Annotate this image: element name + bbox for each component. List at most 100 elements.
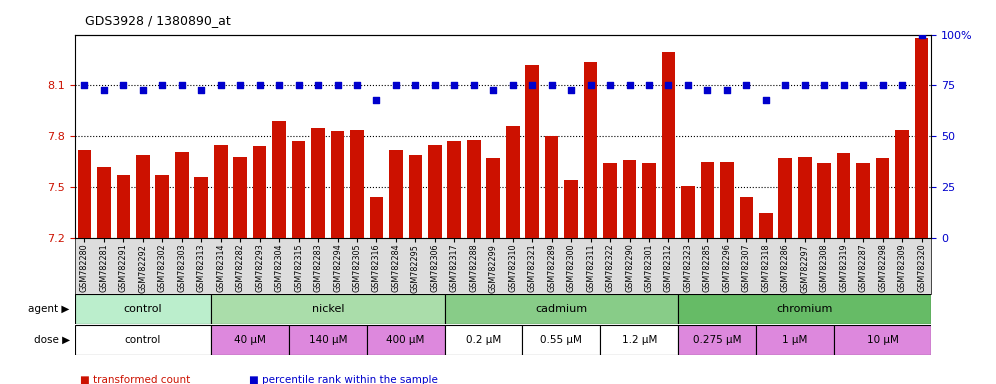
- Bar: [506, 126, 520, 238]
- Bar: [565, 180, 578, 238]
- Bar: [681, 185, 695, 238]
- Bar: [895, 129, 909, 238]
- Bar: [798, 157, 812, 238]
- Point: [134, 86, 150, 93]
- Point: [466, 83, 482, 89]
- Bar: [233, 157, 247, 238]
- Point: [193, 86, 209, 93]
- FancyBboxPatch shape: [75, 295, 211, 324]
- Point: [524, 83, 540, 89]
- Text: 400 μM: 400 μM: [386, 335, 425, 345]
- Point: [719, 86, 735, 93]
- Bar: [272, 121, 286, 238]
- Bar: [779, 158, 792, 238]
- Bar: [214, 145, 227, 238]
- Point: [738, 83, 754, 89]
- Point: [427, 83, 443, 89]
- Bar: [351, 129, 364, 238]
- Text: GDS3928 / 1380890_at: GDS3928 / 1380890_at: [85, 14, 230, 27]
- FancyBboxPatch shape: [601, 325, 678, 354]
- Bar: [311, 128, 325, 238]
- Point: [660, 83, 676, 89]
- Text: ■ transformed count: ■ transformed count: [80, 375, 190, 384]
- Bar: [253, 146, 267, 238]
- FancyBboxPatch shape: [756, 325, 834, 354]
- Bar: [525, 65, 539, 238]
- Text: agent ▶: agent ▶: [28, 304, 70, 314]
- Bar: [875, 158, 889, 238]
- Point: [116, 83, 131, 89]
- Bar: [837, 153, 851, 238]
- Point: [699, 86, 715, 93]
- Point: [583, 83, 599, 89]
- Text: 1.2 μM: 1.2 μM: [622, 335, 657, 345]
- Bar: [759, 213, 773, 238]
- Text: nickel: nickel: [312, 304, 344, 314]
- Point: [446, 83, 462, 89]
- FancyBboxPatch shape: [211, 325, 289, 354]
- Text: 40 μM: 40 μM: [234, 335, 266, 345]
- Point: [777, 83, 793, 89]
- Bar: [914, 38, 928, 238]
- Text: cadmium: cadmium: [535, 304, 588, 314]
- Bar: [78, 150, 92, 238]
- Point: [213, 83, 229, 89]
- Bar: [389, 150, 402, 238]
- Text: 0.275 μM: 0.275 μM: [693, 335, 741, 345]
- Bar: [331, 131, 345, 238]
- Bar: [857, 164, 870, 238]
- Point: [232, 83, 248, 89]
- FancyBboxPatch shape: [678, 295, 931, 324]
- FancyBboxPatch shape: [678, 325, 756, 354]
- Point: [291, 83, 307, 89]
- FancyBboxPatch shape: [444, 295, 678, 324]
- Point: [602, 83, 618, 89]
- Bar: [117, 175, 130, 238]
- Text: dose ▶: dose ▶: [34, 335, 70, 345]
- Point: [77, 83, 93, 89]
- Point: [563, 86, 579, 93]
- Bar: [604, 164, 617, 238]
- Point: [680, 83, 696, 89]
- Point: [310, 83, 326, 89]
- FancyBboxPatch shape: [444, 325, 523, 354]
- Bar: [700, 162, 714, 238]
- FancyBboxPatch shape: [834, 325, 931, 354]
- Point: [154, 83, 170, 89]
- FancyBboxPatch shape: [211, 295, 444, 324]
- Bar: [408, 155, 422, 238]
- Point: [874, 83, 890, 89]
- Bar: [467, 140, 481, 238]
- Bar: [97, 167, 111, 238]
- Text: 0.2 μM: 0.2 μM: [466, 335, 501, 345]
- FancyBboxPatch shape: [523, 325, 601, 354]
- Bar: [545, 136, 559, 238]
- Point: [641, 83, 657, 89]
- Bar: [447, 141, 461, 238]
- Bar: [661, 51, 675, 238]
- Bar: [428, 145, 441, 238]
- Point: [622, 83, 637, 89]
- Bar: [175, 152, 188, 238]
- Point: [96, 86, 112, 93]
- Text: 1 μM: 1 μM: [782, 335, 808, 345]
- Point: [387, 83, 404, 89]
- Bar: [292, 141, 306, 238]
- Point: [894, 83, 910, 89]
- Text: 10 μM: 10 μM: [867, 335, 898, 345]
- Bar: [642, 164, 655, 238]
- Bar: [194, 177, 208, 238]
- Text: chromium: chromium: [777, 304, 833, 314]
- Point: [252, 83, 268, 89]
- Point: [271, 83, 287, 89]
- Point: [758, 97, 774, 103]
- Bar: [739, 197, 753, 238]
- Point: [173, 83, 189, 89]
- Text: 140 μM: 140 μM: [309, 335, 347, 345]
- FancyBboxPatch shape: [289, 325, 367, 354]
- Bar: [155, 175, 169, 238]
- Bar: [720, 162, 734, 238]
- Point: [349, 83, 365, 89]
- Point: [330, 83, 346, 89]
- Point: [856, 83, 872, 89]
